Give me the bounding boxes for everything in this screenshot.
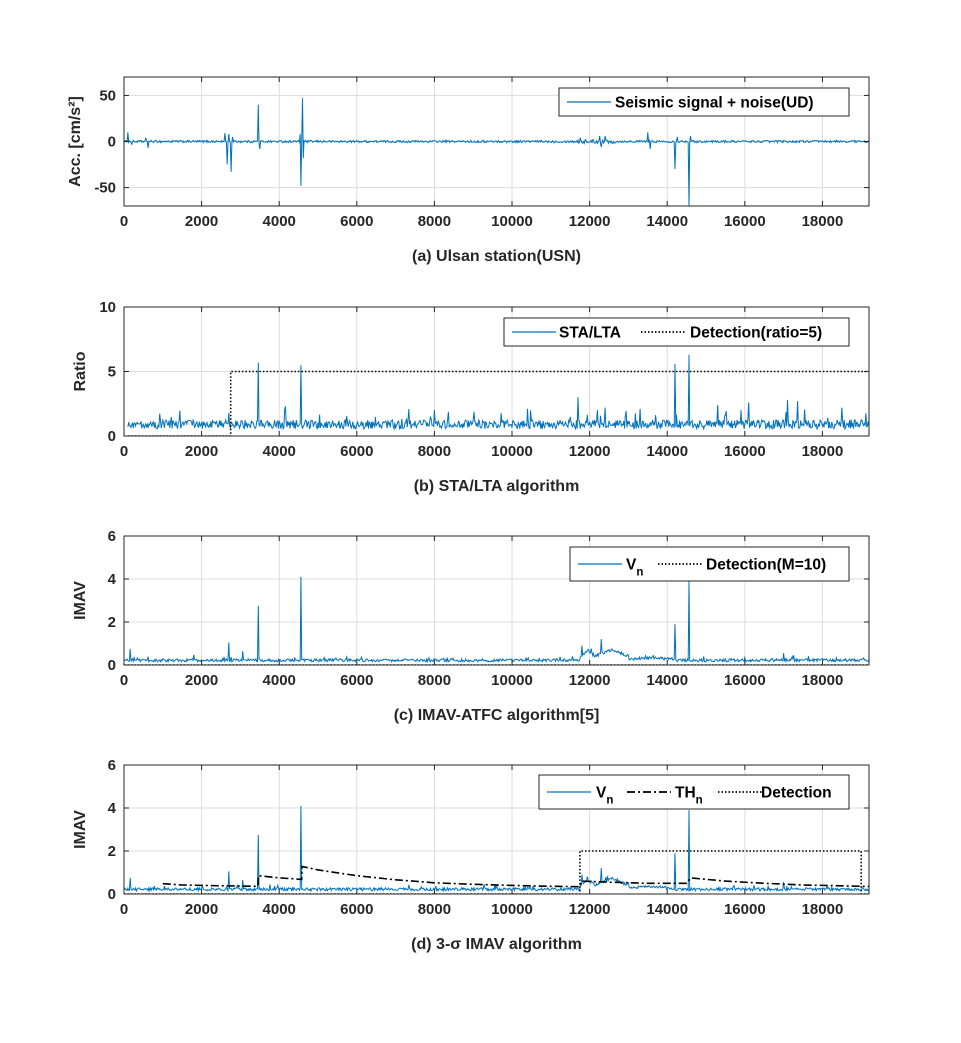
x-tick-label: 14000 xyxy=(646,213,688,230)
series-line-2 xyxy=(162,865,869,888)
legend-label: Vn xyxy=(626,557,643,579)
x-tick-label: 6000 xyxy=(340,213,373,230)
x-tick-label: 16000 xyxy=(724,672,766,689)
x-axis-label: (d) 3-σ IMAV algorithm xyxy=(411,936,582,953)
y-tick-label: 2 xyxy=(108,843,116,860)
x-axis-label: (a) Ulsan station(USN) xyxy=(412,248,581,265)
legend-label: Detection(ratio=5) xyxy=(690,325,822,342)
legend: Vn THn Detection xyxy=(538,774,850,810)
x-tick-label: 18000 xyxy=(802,901,844,918)
x-tick-label: 16000 xyxy=(724,901,766,918)
x-tick-label: 12000 xyxy=(569,213,611,230)
x-tick-label: 4000 xyxy=(263,443,296,460)
x-tick-label: 12000 xyxy=(569,672,611,689)
y-tick-label: 2 xyxy=(108,614,116,631)
legend-label: Detection(M=10) xyxy=(706,557,826,574)
y-tick-label: 10 xyxy=(99,299,116,316)
x-tick-label: 16000 xyxy=(724,213,766,230)
y-tick-label: 5 xyxy=(108,364,116,381)
y-tick-label: 6 xyxy=(108,528,116,545)
legend-label: STA/LTA xyxy=(559,325,621,342)
x-tick-label: 0 xyxy=(120,443,128,460)
y-tick-label: 0 xyxy=(108,657,116,674)
y-tick-label: 6 xyxy=(108,757,116,774)
x-tick-label: 18000 xyxy=(802,672,844,689)
axes-box xyxy=(123,764,870,895)
x-tick-label: 12000 xyxy=(569,443,611,460)
x-tick-label: 12000 xyxy=(569,901,611,918)
y-axis-label: Acc. [cm/s²] xyxy=(67,96,84,187)
x-tick-label: 14000 xyxy=(646,672,688,689)
x-axis-label: (b) STA/LTA algorithm xyxy=(414,478,580,495)
legend-label: Vn xyxy=(596,785,613,807)
x-tick-label: 14000 xyxy=(646,901,688,918)
axes-box xyxy=(123,535,870,666)
y-tick-label: 0 xyxy=(108,428,116,445)
series-line-1 xyxy=(124,98,869,206)
legend-label: Seismic signal + noise(UD) xyxy=(615,95,814,112)
y-axis-label: IMAV xyxy=(72,581,89,620)
x-tick-label: 8000 xyxy=(418,213,451,230)
x-tick-label: 10000 xyxy=(491,213,533,230)
legend: STA/LTA Detection(ratio=5) xyxy=(503,317,850,347)
y-tick-label: 4 xyxy=(108,800,117,817)
series-line-1 xyxy=(124,576,869,664)
panel-4: 0 2000 4000 6000 8000 10000 12000 14000 16000 180… xyxy=(72,757,870,953)
y-tick-label: 4 xyxy=(108,571,117,588)
x-tick-label: 2000 xyxy=(185,213,218,230)
x-tick-label: 0 xyxy=(120,672,128,689)
x-tick-label: 6000 xyxy=(340,901,373,918)
x-tick-label: 16000 xyxy=(724,443,766,460)
y-tick-label: 0 xyxy=(108,134,116,151)
x-tick-label: 10000 xyxy=(491,443,533,460)
x-tick-label: 0 xyxy=(120,901,128,918)
x-tick-label: 2000 xyxy=(185,672,218,689)
x-tick-label: 10000 xyxy=(491,901,533,918)
x-tick-label: 8000 xyxy=(418,443,451,460)
x-tick-label: 18000 xyxy=(802,443,844,460)
y-axis-label: IMAV xyxy=(72,810,89,849)
x-tick-label: 18000 xyxy=(802,213,844,230)
legend-label: Detection xyxy=(761,785,832,802)
x-tick-label: 4000 xyxy=(263,672,296,689)
y-tick-label: 50 xyxy=(99,87,116,104)
x-tick-label: 14000 xyxy=(646,443,688,460)
y-tick-label: -50 xyxy=(94,180,116,197)
y-tick-label: 0 xyxy=(108,886,116,903)
panel-3: 0 2000 4000 6000 8000 10000 12000 14000 16000 180… xyxy=(72,528,870,724)
series-line-1 xyxy=(127,354,869,431)
x-tick-label: 4000 xyxy=(263,901,296,918)
x-tick-label: 2000 xyxy=(185,901,218,918)
legend-label: THn xyxy=(675,785,703,807)
x-tick-label: 10000 xyxy=(491,672,533,689)
x-tick-label: 6000 xyxy=(340,443,373,460)
x-tick-label: 8000 xyxy=(418,672,451,689)
x-tick-label: 4000 xyxy=(263,213,296,230)
panel-2: 0 2000 4000 6000 8000 10000 12000 14000 16000 180… xyxy=(72,299,870,495)
legend: Seismic signal + noise(UD) xyxy=(558,87,850,117)
panel-1: 0 2000 4000 6000 8000 10000 12000 14000 16000 180… xyxy=(67,76,870,265)
x-tick-label: 8000 xyxy=(418,901,451,918)
legend: Vn Detection(M=10) xyxy=(569,546,850,582)
x-tick-label: 2000 xyxy=(185,443,218,460)
y-axis-label: Ratio xyxy=(72,351,89,391)
x-axis-label: (c) IMAV-ATFC algorithm[5] xyxy=(394,707,600,724)
x-tick-label: 6000 xyxy=(340,672,373,689)
x-tick-label: 0 xyxy=(120,213,128,230)
